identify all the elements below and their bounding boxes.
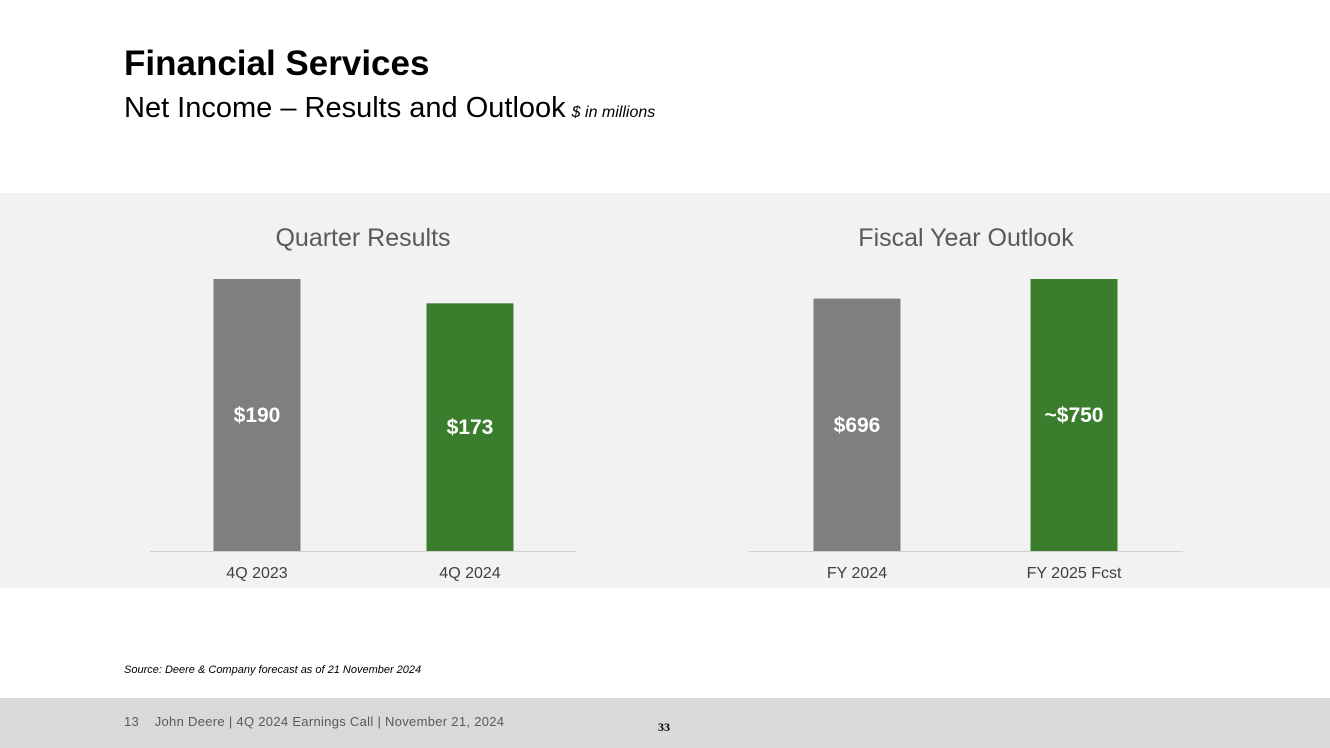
data-label: $696 xyxy=(834,414,881,437)
subtitle-text: Net Income – Results and Outlook xyxy=(124,92,566,124)
units-note: $ in millions xyxy=(571,104,656,121)
chart-title: Quarter Results xyxy=(275,224,450,252)
charts-svg: Quarter Results $190 4Q 2023 $173 4Q 2024 Fis… xyxy=(150,224,1183,582)
category-label: FY 2025 Fcst xyxy=(1027,565,1122,582)
footer-text: 13 John Deere | 4Q 2024 Earnings Call | … xyxy=(124,714,504,729)
data-label: ~$750 xyxy=(1045,404,1104,427)
data-label: $173 xyxy=(447,416,494,439)
bar xyxy=(1030,279,1118,551)
slide-title: Financial Services xyxy=(124,44,430,83)
category-label: 4Q 2023 xyxy=(226,565,287,582)
bar xyxy=(426,303,514,551)
source-note: Source: Deere & Company forecast as of 2… xyxy=(124,664,422,676)
charts-panel: Quarter Results $190 4Q 2023 $173 4Q 2024 Fis… xyxy=(0,193,1330,588)
category-label: 4Q 2024 xyxy=(439,565,500,582)
footer-bar: 13 John Deere | 4Q 2024 Earnings Call | … xyxy=(0,698,1330,748)
chart-title: Fiscal Year Outlook xyxy=(858,224,1074,252)
bar xyxy=(213,279,301,551)
footer-caption: John Deere | 4Q 2024 Earnings Call | Nov… xyxy=(154,714,505,729)
bar xyxy=(813,298,901,551)
footer-center-number: 33 xyxy=(658,720,670,734)
category-label: FY 2024 xyxy=(827,565,887,582)
footer-page-number: 13 xyxy=(124,714,140,729)
data-label: $190 xyxy=(234,404,281,427)
slide-subtitle: Net Income – Results and Outlook $ in mil… xyxy=(124,92,655,125)
